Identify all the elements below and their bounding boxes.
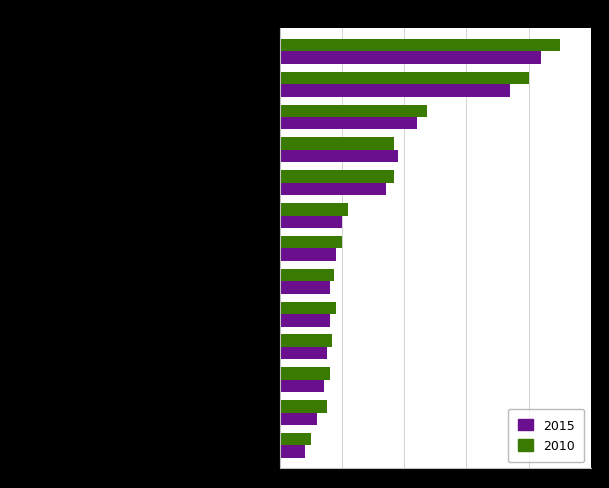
Bar bbox=[280, 203, 348, 216]
Bar bbox=[280, 183, 385, 196]
Bar bbox=[280, 413, 317, 425]
Bar bbox=[280, 400, 328, 413]
Bar bbox=[280, 85, 510, 98]
Bar bbox=[280, 40, 560, 52]
Bar bbox=[280, 105, 427, 118]
Legend: 2015, 2010: 2015, 2010 bbox=[508, 409, 585, 462]
Bar bbox=[280, 216, 342, 228]
Bar bbox=[280, 282, 330, 294]
Bar bbox=[280, 171, 395, 183]
Bar bbox=[280, 335, 333, 347]
Bar bbox=[280, 249, 336, 262]
Bar bbox=[280, 236, 342, 249]
Bar bbox=[280, 314, 330, 327]
Bar bbox=[280, 269, 334, 282]
Bar bbox=[280, 347, 328, 360]
Bar bbox=[280, 380, 323, 392]
Bar bbox=[280, 73, 529, 85]
Bar bbox=[280, 367, 330, 380]
Bar bbox=[280, 302, 336, 314]
Bar bbox=[280, 52, 541, 65]
Bar bbox=[280, 446, 305, 458]
Bar bbox=[280, 151, 398, 163]
Bar bbox=[280, 433, 311, 446]
Bar bbox=[280, 118, 417, 130]
Bar bbox=[280, 138, 395, 151]
